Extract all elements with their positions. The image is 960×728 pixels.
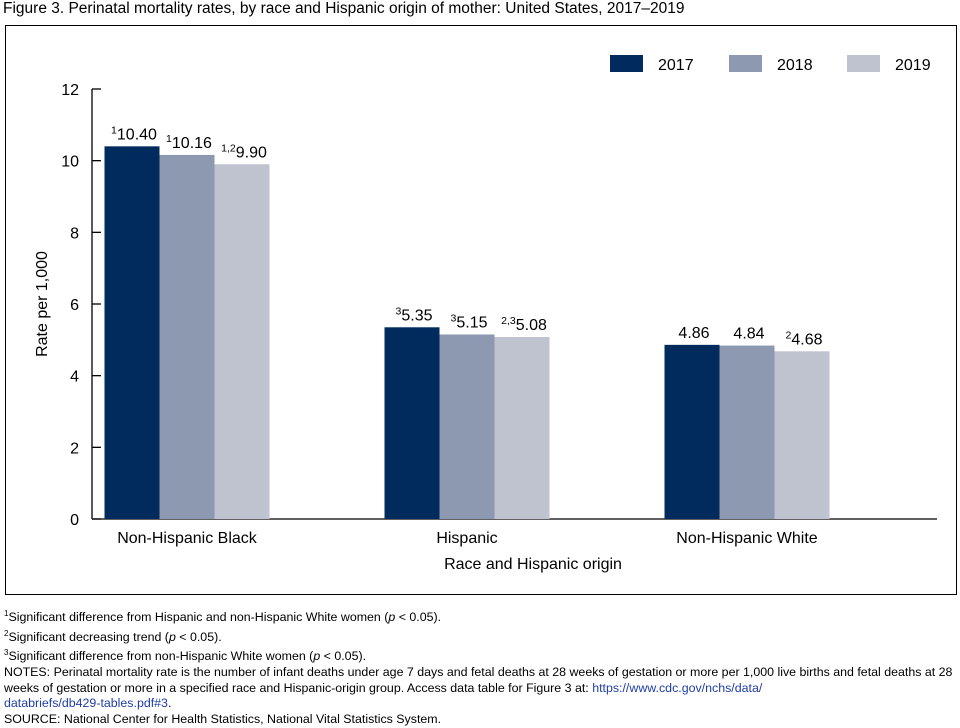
y-axis-title: Rate per 1,000 [34, 251, 51, 357]
notes: NOTES: Perinatal mortality rate is the n… [4, 665, 953, 711]
data-label: 4.86 [678, 325, 709, 342]
footnote-1: 1Significant difference from Hispanic an… [4, 609, 442, 625]
data-label-value: 4.84 [733, 326, 764, 343]
x-category-label: Hispanic [436, 530, 497, 547]
y-tick-label: 0 [70, 512, 79, 529]
legend-swatch-2019 [847, 55, 880, 72]
bar-2019-2 [774, 351, 830, 519]
data-label-value: 10.16 [172, 135, 212, 152]
footnote-2: 2Significant decreasing trend (p < 0.05)… [4, 628, 222, 644]
bar-2019-0 [214, 164, 270, 519]
figure-title: Figure 3. Perinatal mortality rates, by … [3, 0, 685, 17]
data-label: 2,35.08 [501, 315, 547, 334]
y-tick-label: 4 [70, 369, 79, 386]
data-label: 110.16 [166, 133, 212, 152]
footnotes: 1Significant difference from Hispanic an… [4, 606, 956, 728]
bar-2017-0 [104, 146, 160, 519]
data-label-footnote: 1 [166, 133, 172, 145]
data-label: 35.15 [451, 312, 488, 331]
data-label-footnote: 1,2 [221, 142, 236, 154]
data-label: 110.40 [111, 124, 157, 143]
bar-2019-1 [494, 336, 550, 519]
bar-2018-1 [439, 334, 495, 519]
data-label-value: 5.08 [516, 317, 547, 334]
data-label: 4.84 [733, 326, 764, 343]
data-table-link[interactable]: https://www.cdc.gov/nchs/data/databriefs… [4, 680, 763, 711]
y-tick-label: 8 [70, 225, 79, 242]
data-label-footnote: 3 [451, 312, 457, 324]
chart-frame: 0 2 4 6 8 10 12 Rate per 1,000 110.40 110.16 1,29.… [5, 25, 957, 595]
data-label-value: 9.90 [236, 144, 267, 161]
data-label-value: 4.86 [678, 325, 709, 342]
data-label-value: 10.40 [117, 126, 157, 143]
data-label: 1,29.90 [221, 142, 267, 161]
data-label-footnote: 2 [786, 329, 792, 341]
legend-swatch-2018 [729, 55, 762, 72]
footnote-3: 3Significant difference from non-Hispani… [4, 648, 367, 664]
y-tick-label: 6 [70, 297, 79, 314]
data-label: 35.35 [396, 305, 433, 324]
y-tick-label: 10 [61, 154, 79, 171]
x-category-label: Non-Hispanic Black [117, 530, 258, 547]
y-tick-label: 2 [70, 440, 79, 457]
data-label-footnote: 3 [396, 305, 402, 317]
data-label-footnote: 2,3 [501, 315, 516, 327]
bar-2018-2 [719, 345, 775, 519]
data-label-value: 5.35 [401, 307, 432, 324]
legend-label-2017: 2017 [658, 57, 694, 74]
data-label: 24.68 [786, 329, 823, 348]
data-label-value: 4.68 [791, 331, 822, 348]
bar-2017-1 [384, 327, 440, 519]
bar-2018-0 [159, 154, 215, 519]
x-axis-title: Race and Hispanic origin [444, 556, 622, 573]
y-tick-label: 12 [61, 82, 79, 99]
legend-label-2019: 2019 [895, 57, 931, 74]
legend-label-2018: 2018 [777, 57, 813, 74]
x-category-label: Non-Hispanic White [676, 530, 817, 547]
legend-swatch-2017 [610, 55, 643, 72]
source: SOURCE: National Center for Health Stati… [4, 711, 442, 726]
data-label-value: 5.15 [456, 314, 487, 331]
bar-2017-2 [664, 344, 720, 519]
data-label-footnote: 1 [111, 124, 117, 136]
